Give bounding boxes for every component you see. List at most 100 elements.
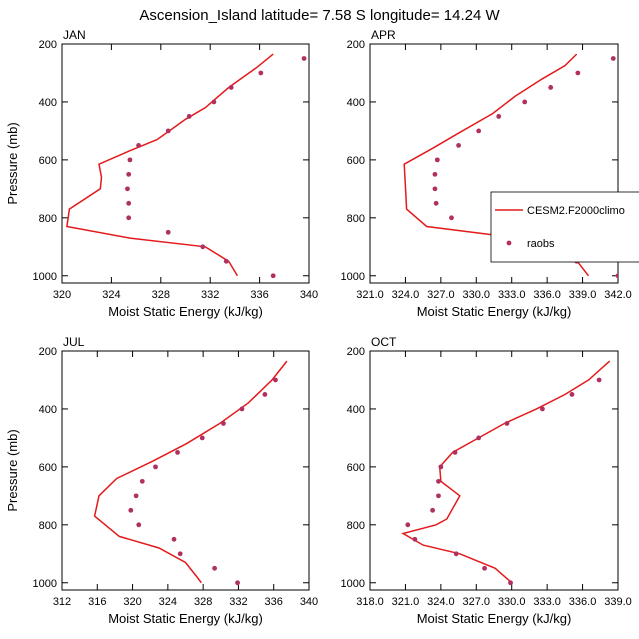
x-tick-label: 328 xyxy=(194,596,212,608)
obs-point xyxy=(165,229,171,235)
y-tick-label: 400 xyxy=(39,97,57,109)
obs-point xyxy=(228,85,234,90)
y-tick-label: 800 xyxy=(347,213,365,225)
obs-point xyxy=(405,522,411,528)
obs-point xyxy=(540,406,545,412)
x-tick-label: 339.0 xyxy=(569,289,597,301)
obs-point xyxy=(436,478,441,484)
obs-point xyxy=(436,493,441,499)
x-tick-label: 324 xyxy=(159,596,177,608)
y-tick-label: 600 xyxy=(39,462,57,474)
x-tick-label: 316 xyxy=(88,596,106,608)
obs-point xyxy=(482,565,487,571)
y-tick-label: 1000 xyxy=(33,271,57,283)
obs-point xyxy=(235,580,240,586)
x-tick-label: 336 xyxy=(250,289,268,301)
figure-title: Ascension_Island latitude= 7.58 S longit… xyxy=(139,7,500,24)
obs-point xyxy=(449,215,454,221)
obs-point xyxy=(504,421,510,426)
y-tick-label: 200 xyxy=(347,346,365,358)
y-tick-label: 200 xyxy=(39,39,57,51)
obs-point xyxy=(136,142,141,148)
x-tick-label: 336.0 xyxy=(569,596,597,608)
y-axis-label: Pressure (mb) xyxy=(5,429,20,511)
obs-point xyxy=(136,522,142,528)
obs-point xyxy=(438,464,444,470)
x-tick-label: 332 xyxy=(201,289,219,301)
panel-apr: 321.0 324.0 327.0 330.0 333.0 336.0 339.0 342.0… xyxy=(341,28,639,319)
y-tick-label: 200 xyxy=(39,346,57,358)
x-axis-label: Moist Static Energy (kJ/kg) xyxy=(417,304,572,319)
x-tick-label: 312 xyxy=(53,596,71,608)
x-axis-label: Moist Static Energy (kJ/kg) xyxy=(108,304,263,319)
obs-point xyxy=(133,493,139,499)
y-tick-label: 800 xyxy=(39,520,57,532)
y-tick-label: 400 xyxy=(347,404,365,416)
axes-frame xyxy=(61,350,310,591)
panel-oct: 318.0 321.0 324.0 327.0 330.0 333.0 336.0 339.0… xyxy=(341,335,632,626)
y-tick-label: 200 xyxy=(347,39,365,51)
obs-point xyxy=(262,392,268,397)
obs-point xyxy=(433,200,439,206)
y-tick-label: 600 xyxy=(39,155,57,167)
y-tick-label: 1000 xyxy=(33,578,57,590)
obs-point xyxy=(221,421,226,426)
obs-point xyxy=(453,551,459,557)
x-tick-label: 324.0 xyxy=(392,289,420,301)
obs-point xyxy=(270,273,276,279)
axes-frame xyxy=(369,43,619,284)
obs-point xyxy=(496,114,502,119)
obs-point xyxy=(412,536,418,542)
x-tick-label: 318.0 xyxy=(356,596,384,608)
obs-point xyxy=(596,377,602,383)
panel-label: JAN xyxy=(63,28,86,42)
y-tick-label: 1000 xyxy=(341,271,365,283)
x-tick-label: 342.0 xyxy=(604,289,632,301)
obs-point xyxy=(452,449,458,455)
obs-point xyxy=(615,273,618,279)
obs-point xyxy=(177,551,183,557)
obs-point xyxy=(200,244,206,250)
legend-box xyxy=(490,191,639,263)
obs-point xyxy=(575,70,581,76)
obs-point xyxy=(301,56,307,61)
legend-label-model: CESM2.F2000climo xyxy=(527,205,625,217)
obs-point xyxy=(273,377,278,383)
model-line xyxy=(93,360,288,584)
panel-label: APR xyxy=(371,28,396,42)
obs-point xyxy=(239,406,245,412)
obs-point xyxy=(186,114,192,119)
obs-point xyxy=(125,186,130,192)
obs-point xyxy=(165,128,171,134)
obs-point xyxy=(432,186,438,192)
y-tick-label: 400 xyxy=(347,97,365,109)
plot-area xyxy=(66,53,307,279)
y-tick-label: 400 xyxy=(39,404,57,416)
obs-point xyxy=(508,580,513,586)
obs-point xyxy=(126,171,132,177)
obs-point xyxy=(476,435,482,441)
x-tick-label: 330.0 xyxy=(463,289,491,301)
x-tick-label: 328 xyxy=(152,289,170,301)
legend-label-obs: raobs xyxy=(527,238,555,250)
obs-point xyxy=(522,99,528,105)
obs-point xyxy=(127,157,133,163)
x-tick-label: 321.0 xyxy=(392,596,420,608)
obs-point xyxy=(430,507,435,513)
obs-point xyxy=(258,70,264,76)
x-tick-label: 340 xyxy=(300,289,318,301)
y-tick-label: 800 xyxy=(347,520,365,532)
panel-label: JUL xyxy=(63,335,85,349)
y-tick-label: 600 xyxy=(347,155,365,167)
x-tick-label: 327.0 xyxy=(463,596,491,608)
obs-point xyxy=(171,536,177,542)
x-tick-label: 320 xyxy=(123,596,141,608)
obs-point xyxy=(434,157,440,163)
obs-point xyxy=(128,507,134,513)
legend: CESM2.F2000climo raobs xyxy=(490,191,639,263)
x-tick-label: 321.0 xyxy=(356,289,384,301)
x-tick-label: 333.0 xyxy=(533,596,561,608)
obs-point xyxy=(548,85,554,90)
axes-frame xyxy=(61,43,310,284)
